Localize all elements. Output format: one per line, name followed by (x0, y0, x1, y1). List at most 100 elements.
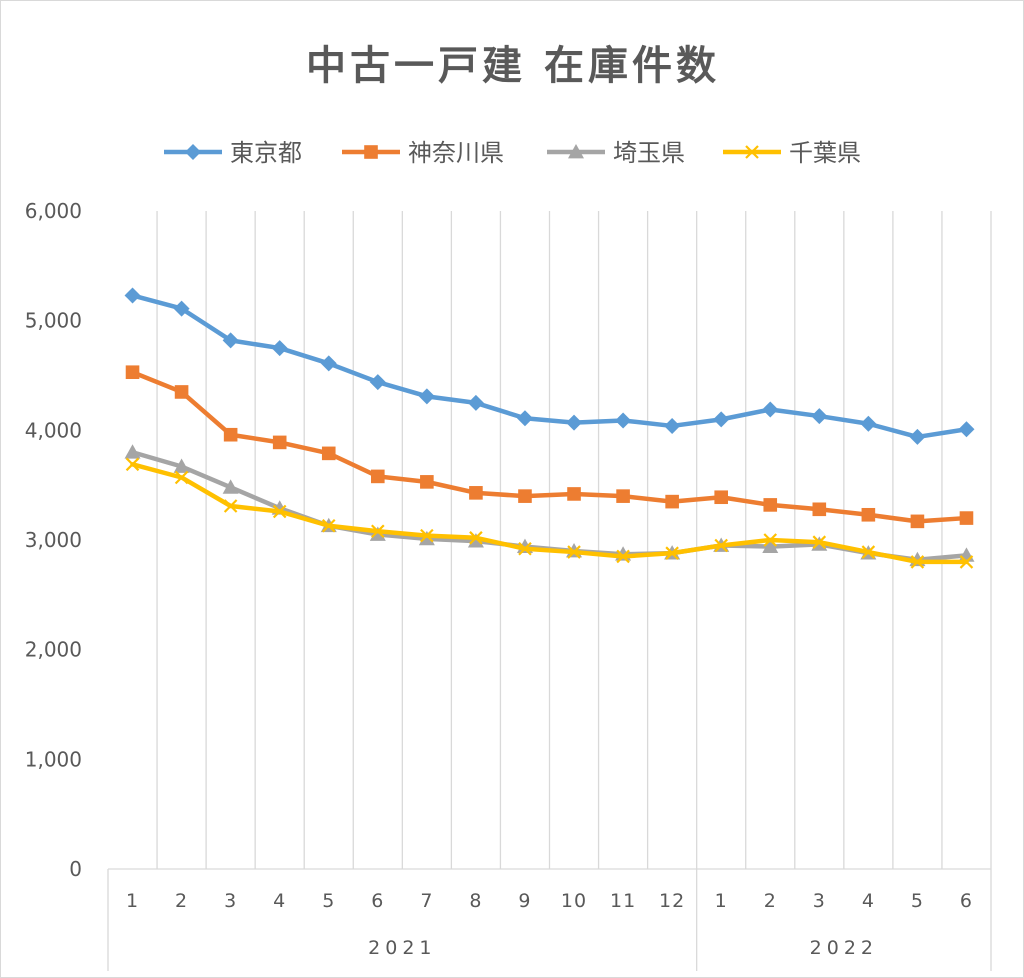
x-tick-label: 11 (610, 890, 636, 912)
data-point (664, 417, 681, 434)
series-layer (124, 287, 975, 569)
data-point (369, 374, 386, 391)
data-point (910, 514, 925, 529)
data-point (861, 507, 876, 522)
data-point (812, 535, 827, 549)
x-tick-label: 3 (813, 890, 826, 912)
data-point (467, 533, 484, 548)
data-point (469, 531, 483, 545)
data-point (320, 355, 337, 372)
data-point (567, 487, 581, 501)
data-point (958, 421, 975, 438)
data-point (616, 489, 630, 503)
legend-item: 千葉県 (723, 139, 861, 167)
x-tick-label: 3 (224, 890, 237, 912)
data-point (616, 549, 630, 564)
data-point (124, 287, 141, 304)
data-point (321, 446, 336, 461)
data-point (910, 555, 925, 569)
x-tick-label: 4 (273, 890, 286, 912)
legend-label: 埼玉県 (613, 139, 685, 167)
data-point (174, 470, 189, 485)
data-point (959, 555, 974, 569)
data-point (861, 545, 876, 559)
y-tick-label: 3,000 (25, 528, 82, 552)
data-point (223, 427, 238, 442)
y-tick-label: 5,000 (25, 309, 82, 333)
data-point (860, 415, 877, 432)
x-tick-label: 1 (126, 890, 139, 912)
x-tick-label: 9 (518, 890, 531, 912)
year-group-label: 2022 (810, 937, 878, 959)
chart-title: 中古一戸建 在庫件数 (306, 43, 720, 89)
x-tick-label: 5 (322, 890, 335, 912)
data-point (223, 499, 238, 513)
data-point (615, 412, 632, 429)
data-point (665, 494, 679, 509)
data-point (811, 408, 828, 425)
series-line (130, 293, 969, 440)
legend-item: 神奈川県 (342, 139, 504, 167)
data-point (568, 144, 584, 159)
data-point (272, 435, 287, 450)
data-point (371, 469, 385, 484)
data-point (812, 502, 827, 517)
series-line (130, 369, 969, 524)
y-axis: 0 1,000 2,000 3,000 4,000 5,000 6,000 (25, 199, 82, 881)
data-point (469, 486, 483, 500)
data-point (714, 538, 728, 553)
data-point (418, 530, 435, 546)
y-tick-label: 4,000 (25, 418, 82, 442)
data-point (371, 524, 385, 539)
grid-lines (156, 211, 992, 869)
data-point (567, 545, 581, 559)
legend-label: 東京都 (230, 139, 302, 167)
data-point (369, 526, 386, 541)
legend-item: 東京都 (164, 139, 302, 167)
x-tick-label: 6 (960, 890, 973, 912)
x-tick-label: 1 (715, 890, 728, 912)
data-point (364, 145, 378, 159)
x-tick-label: 2 (175, 890, 188, 912)
data-point (467, 394, 484, 411)
x-tick-label: 4 (862, 890, 875, 912)
data-point (174, 385, 189, 399)
y-tick-label: 2,000 (25, 638, 82, 662)
data-point (762, 538, 779, 553)
legend-label: 神奈川県 (408, 139, 504, 167)
data-point (909, 428, 926, 445)
x-tick-label: 2 (764, 890, 777, 912)
data-point (713, 411, 730, 428)
series-line-group (125, 365, 974, 529)
data-point (271, 340, 288, 357)
x-tick-label: 5 (911, 890, 924, 912)
x-tick-label: 6 (371, 890, 384, 912)
data-point (420, 475, 434, 489)
data-point (566, 414, 583, 431)
y-tick-label: 1,000 (25, 747, 82, 771)
data-point (518, 489, 532, 503)
legend-label: 千葉県 (789, 139, 861, 167)
legend-item: 埼玉県 (547, 139, 685, 167)
data-point (745, 145, 759, 159)
y-tick-label: 0 (69, 857, 82, 881)
data-point (173, 300, 190, 317)
data-point (124, 444, 141, 459)
data-point (714, 490, 728, 505)
data-point (418, 388, 435, 405)
data-point (762, 401, 779, 418)
y-tick-label: 6,000 (25, 199, 82, 223)
x-tick-label: 10 (561, 890, 587, 912)
data-point (518, 541, 532, 556)
x-tick-label: 8 (469, 890, 482, 912)
data-point (763, 498, 778, 512)
data-point (420, 528, 434, 543)
data-point (321, 518, 336, 533)
series-line (130, 462, 969, 565)
data-point (222, 479, 239, 494)
data-point (272, 504, 287, 519)
x-tick-label: 7 (420, 890, 433, 912)
